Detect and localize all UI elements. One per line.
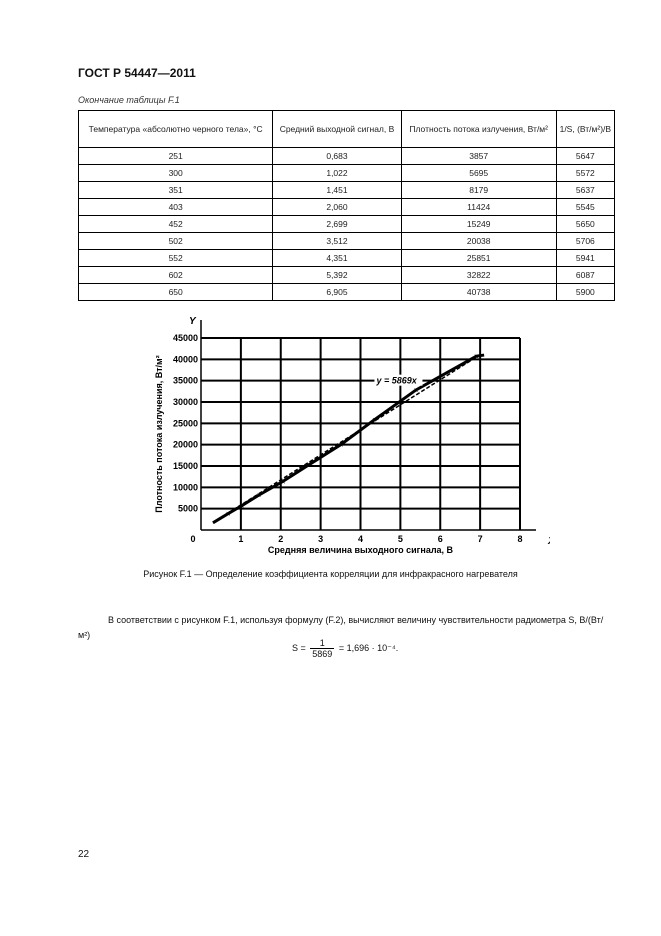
x-tick-label: 4 — [358, 534, 363, 544]
x-tick-label: 6 — [438, 534, 443, 544]
table-cell: 5,392 — [272, 266, 402, 284]
table-cell: 502 — [77, 232, 274, 250]
x-tick-label: 0 — [190, 534, 195, 544]
data-point-marker: × — [226, 510, 231, 519]
data-point-marker: × — [474, 352, 479, 361]
column-header: Средний выходной сигнал, В — [272, 110, 402, 148]
formula-rhs: = 1,696 · 10⁻⁴. — [338, 642, 399, 653]
x-tick-label: 2 — [278, 534, 283, 544]
table-cell: 3,512 — [272, 232, 402, 250]
y-tick-label: 10000 — [173, 482, 198, 492]
table-cell: 5545 — [555, 198, 616, 216]
table-row: 452 2,699 15249 5650 — [77, 215, 616, 233]
data-point-marker: × — [414, 386, 419, 395]
data-point-marker: × — [306, 461, 311, 470]
data-table: Температура «абсолютно черного тела», °С… — [77, 110, 616, 301]
table-cell: 552 — [77, 249, 274, 267]
table-cell: 5572 — [555, 164, 616, 182]
table-row: 300 1,022 5695 5572 — [77, 164, 616, 182]
table-cell: 403 — [77, 198, 274, 216]
data-point-marker: × — [372, 416, 377, 425]
table-cell: 20038 — [400, 232, 557, 250]
x-tick-label: 7 — [478, 534, 483, 544]
y-axis-label: Плотность потока излучения, Вт/м² — [154, 355, 164, 512]
table-cell: 5637 — [555, 181, 616, 199]
table-row: 552 4,351 25851 5941 — [77, 249, 616, 267]
table-cell: 5706 — [555, 232, 616, 250]
table-cell: 6087 — [555, 266, 616, 284]
table-cell: 8179 — [400, 181, 557, 199]
data-point-marker: × — [257, 491, 262, 500]
y-tick-label: 40000 — [173, 354, 198, 364]
data-point-marker: × — [339, 441, 344, 450]
trendline-label-bg — [374, 374, 423, 386]
column-header: Температура «абсолютно черного тела», °С — [77, 110, 274, 148]
formula-lhs: S = — [292, 642, 306, 653]
data-series-line — [212, 353, 485, 525]
table-row: 403 2,060 11424 5545 — [77, 198, 616, 216]
table-cell: 5941 — [555, 249, 616, 267]
table-cell: 4,351 — [272, 249, 402, 267]
table-cell: 2,699 — [272, 215, 402, 233]
table-cell: 25851 — [400, 249, 557, 267]
table-row: 602 5,392 32822 6087 — [77, 266, 616, 284]
table-cell: 5900 — [555, 283, 616, 301]
table-cell: 5647 — [555, 147, 616, 165]
x-tick-label: 5 — [398, 534, 403, 544]
trendline-label: y = 5869x — [375, 376, 417, 386]
document-header: ГОСТ Р 54447—2011 — [78, 66, 196, 80]
table-caption: Окончание таблицы F.1 — [78, 95, 180, 105]
x-axis-letter: X — [547, 536, 550, 547]
table-cell: 351 — [77, 181, 274, 199]
y-axis-letter: Y — [189, 316, 197, 327]
table-cell: 452 — [77, 215, 274, 233]
table-cell: 251 — [77, 147, 274, 165]
table-row: 502 3,512 20038 5706 — [77, 232, 616, 250]
table-cell: 6,905 — [272, 283, 402, 301]
x-axis-label: Средняя величина выходного сигнала, В — [268, 545, 454, 555]
y-tick-label: 25000 — [173, 418, 198, 428]
data-point-marker: × — [281, 477, 286, 486]
fraction: 1 5869 — [310, 638, 335, 659]
table-cell: 5695 — [400, 164, 557, 182]
table-cell: 602 — [77, 266, 274, 284]
table-cell: 1,022 — [272, 164, 402, 182]
table-header-row: Температура «абсолютно черного тела», °С… — [77, 110, 616, 148]
table-cell: 5650 — [555, 215, 616, 233]
denominator: 5869 — [312, 649, 333, 659]
x-tick-label: 1 — [238, 534, 243, 544]
table-cell: 3857 — [400, 147, 557, 165]
y-tick-label: 15000 — [173, 461, 198, 471]
numerator: 1 — [310, 638, 335, 649]
table-cell: 650 — [77, 283, 274, 301]
formula: S = 1 5869 = 1,696 · 10⁻⁴. — [292, 638, 398, 659]
table-cell: 11424 — [400, 198, 557, 216]
trendline — [212, 354, 481, 524]
paragraph: В соответствии с рисунком F.1, используя… — [78, 615, 604, 640]
x-tick-label: 8 — [517, 534, 522, 544]
table-cell: 300 — [77, 164, 274, 182]
table-cell: 2,060 — [272, 198, 402, 216]
table-cell: 32822 — [400, 266, 557, 284]
table-cell: 0,683 — [272, 147, 402, 165]
column-header: Плотность потока излучения, Вт/м² — [400, 110, 557, 148]
y-tick-label: 20000 — [173, 440, 198, 450]
column-header: 1/S, (Вт/м²)/В — [555, 110, 616, 148]
chart: 0 1 2 3 4 5 6 7 8 5000 10000 15000 20000 25000 30000 35… — [154, 316, 550, 555]
table-cell: 40738 — [400, 283, 557, 301]
table-row: 351 1,451 8179 5637 — [77, 181, 616, 199]
page-number: 22 — [78, 849, 90, 860]
table-cell: 15249 — [400, 215, 557, 233]
y-tick-label: 30000 — [173, 397, 198, 407]
y-tick-label: 35000 — [173, 376, 198, 386]
table-cell: 1,451 — [272, 181, 402, 199]
y-tick-label: 45000 — [173, 333, 198, 343]
y-tick-label: 5000 — [178, 504, 198, 514]
table-row: 650 6,905 40738 5900 — [77, 283, 616, 301]
data-point-marker: × — [239, 502, 244, 511]
figure-caption: Рисунок F.1 — Определение коэффициента к… — [143, 569, 518, 579]
table-row: 251 0,683 3857 5647 — [77, 147, 616, 165]
x-tick-label: 3 — [318, 534, 323, 544]
